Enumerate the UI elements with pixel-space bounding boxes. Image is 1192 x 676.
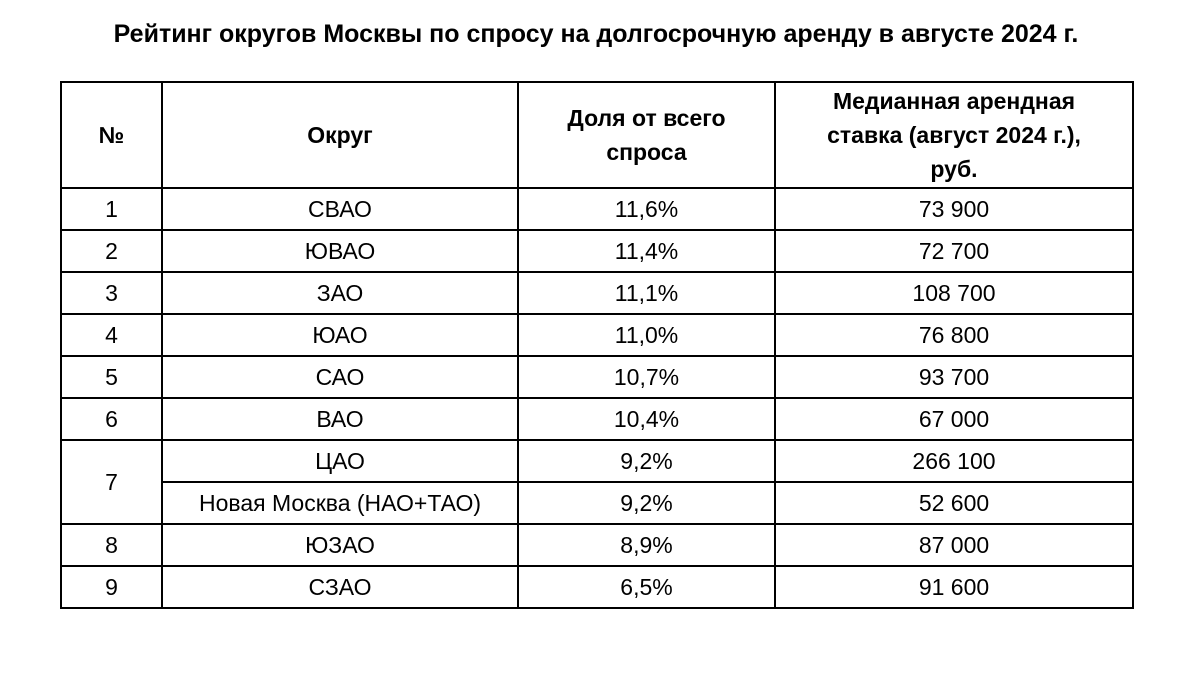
cell-num: 1 [60,187,163,231]
cell-share: 8,9% [517,523,776,567]
cell-rate: 87 000 [774,523,1134,567]
header-num-label: № [98,122,125,148]
header-share: Доля от всего спроса [517,81,776,189]
cell-district: ВАО [161,397,519,441]
table-row: 5 САО 10,7% 93 700 [60,355,1134,399]
cell-num: 6 [60,397,163,441]
cell-num: 4 [60,313,163,357]
cell-rate: 108 700 [774,271,1134,315]
cell-num: 2 [60,229,163,273]
table-row: Новая Москва (НАО+ТАО) 9,2% 52 600 [61,481,1134,525]
cell-num: 7 [60,439,163,525]
cell-num: 5 [60,355,163,399]
cell-num: 9 [60,565,163,609]
cell-share: 11,6% [517,187,776,231]
cell-district: СВАО [161,187,519,231]
cell-rate: 52 600 [774,481,1134,525]
header-rate-line-1: Медианная арендная [832,88,1076,114]
table-row: 2 ЮВАО 11,4% 72 700 [60,229,1134,273]
table-row: 3 ЗАО 11,1% 108 700 [60,271,1134,315]
cell-share: 11,0% [517,313,776,357]
table-row: 1 СВАО 11,6% 73 900 [60,187,1134,231]
header-share-line-1: Доля от всего [567,105,726,131]
cell-rate: 91 600 [774,565,1134,609]
cell-rate: 67 000 [774,397,1134,441]
cell-share: 9,2% [517,481,776,525]
cell-district: ЦАО [161,439,519,483]
cell-share: 11,4% [517,229,776,273]
cell-rate: 72 700 [774,229,1134,273]
cell-district: ЮАО [161,313,519,357]
cell-rate: 266 100 [774,439,1134,483]
header-district-label: Округ [307,122,373,148]
page-title: Рейтинг округов Москвы по спросу на долг… [113,20,1079,48]
table-header-row: № Округ Доля от всего спроса Медианная а… [60,81,1134,189]
header-rate-line-2: ставка (август 2024 г.), [827,122,1081,148]
header-num: № [60,81,163,189]
cell-district: ЮЗАО [161,523,519,567]
cell-share: 6,5% [517,565,776,609]
table-row: 7 ЦАО 9,2% 266 100 [60,439,1134,525]
header-rate-line-3: руб. [930,156,978,182]
table-row: 9 СЗАО 6,5% 91 600 [60,565,1134,609]
header-district: Округ [161,81,519,189]
header-rate: Медианная арендная ставка (август 2024 г… [774,81,1134,189]
table-row: 6 ВАО 10,4% 67 000 [60,397,1134,441]
cell-share: 10,7% [517,355,776,399]
cell-district: СЗАО [161,565,519,609]
cell-district: Новая Москва (НАО+ТАО) [161,481,519,525]
table-row: 4 ЮАО 11,0% 76 800 [60,313,1134,357]
table-row: 8 ЮЗАО 8,9% 87 000 [60,523,1134,567]
rating-table: № Округ Доля от всего спроса Медианная а… [60,81,1134,609]
cell-share: 10,4% [517,397,776,441]
cell-district: ЮВАО [161,229,519,273]
cell-share: 9,2% [517,439,776,483]
cell-rate: 76 800 [774,313,1134,357]
cell-district: ЗАО [161,271,519,315]
header-share-line-2: спроса [606,139,687,165]
cell-num: 3 [60,271,163,315]
cell-share: 11,1% [517,271,776,315]
cell-num: 8 [60,523,163,567]
cell-rate: 93 700 [774,355,1134,399]
cell-district: САО [161,355,519,399]
cell-rate: 73 900 [774,187,1134,231]
